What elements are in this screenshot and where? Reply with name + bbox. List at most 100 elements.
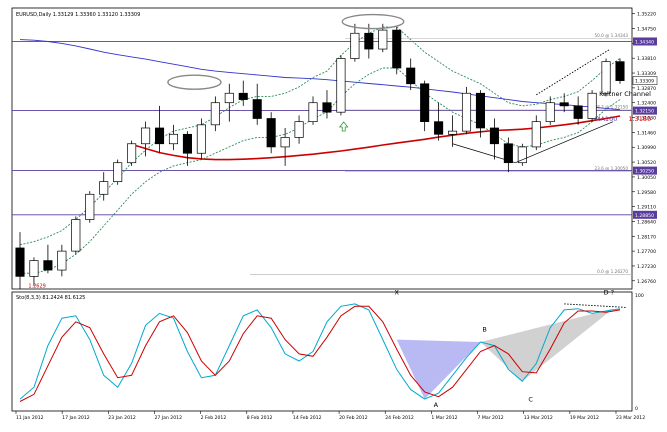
pattern-label-a: A — [434, 401, 439, 409]
candle-body — [224, 92, 234, 104]
candle — [434, 102, 444, 141]
fib-level-label: 0.0 @ 1.26270 — [597, 269, 628, 274]
candle-body — [322, 102, 332, 113]
level-price-tag — [633, 166, 657, 175]
candle-body — [29, 260, 39, 277]
y-tick-label: 1.28640 — [637, 219, 656, 225]
keltner-channel-label: Keltner Channel — [599, 90, 651, 98]
osc-y-label: 0 — [635, 406, 638, 412]
x-tick-label: 13 Mar 2012 — [524, 415, 553, 421]
candle-body — [392, 29, 402, 69]
candle-body — [601, 61, 611, 94]
y-tick-label: 1.32400 — [637, 101, 656, 107]
x-tick-label: 27 Jan 2012 — [154, 415, 182, 421]
x-tick-label: 19 Mar 2012 — [570, 415, 599, 421]
pattern-label-c: C — [528, 395, 533, 403]
xab-pattern-fill — [396, 339, 481, 400]
y-tick-label: 1.30050 — [637, 175, 656, 181]
candle — [252, 83, 262, 125]
y-tick-label: 1.29580 — [637, 190, 656, 196]
keltner-band-line — [20, 67, 621, 274]
level-price-label: 1.32150 — [635, 109, 654, 115]
wedge-line — [452, 143, 516, 164]
osc-y-label: 100 — [635, 293, 644, 299]
y-tick-label: 1.30520 — [637, 160, 656, 166]
candle — [71, 216, 81, 255]
y-tick-label: 1.31930 — [637, 116, 656, 122]
trend-line-dotted — [536, 48, 611, 96]
current-price-tag — [632, 76, 658, 85]
candle — [364, 23, 374, 59]
candle-body — [141, 127, 151, 145]
x-tick-label: 23 Jan 2012 — [108, 415, 136, 421]
candle-body — [210, 102, 220, 126]
candle-body — [531, 121, 541, 148]
ma100-value-label: 1.3180 — [628, 115, 651, 123]
candle-body — [294, 121, 304, 138]
ma100-label: MA100 — [595, 115, 617, 123]
candle-body — [434, 121, 444, 135]
candle-body — [196, 124, 206, 154]
candle-body — [489, 127, 499, 145]
slow-ma-line — [19, 39, 621, 111]
y-tick-label: 1.35220 — [637, 12, 656, 18]
candle-body — [252, 99, 262, 119]
up-arrow-icon — [338, 121, 349, 132]
y-tick-label: 1.29110 — [637, 205, 656, 211]
osc-dotted-line — [564, 303, 628, 308]
level-price-label: 1.34340 — [635, 39, 654, 45]
candle — [503, 137, 513, 173]
candle-body — [503, 143, 513, 164]
candle-body — [71, 219, 81, 252]
candle — [43, 244, 53, 274]
fib-level-label: 50.0 @ 1.34343 — [595, 33, 629, 38]
candle-body — [378, 29, 388, 50]
x-tick-label: 14 Feb 2012 — [293, 415, 322, 421]
level-price-label: 1.28850 — [635, 213, 654, 219]
candle — [336, 55, 346, 116]
low-price-label: 1.2629 — [28, 283, 46, 289]
current-price-label: 1.33309 — [635, 79, 654, 85]
x-tick-label: 23 Mar 2012 — [616, 415, 645, 421]
level-price-tag — [633, 37, 657, 46]
candle — [266, 112, 276, 154]
x-tick-label: 11 Jan 2012 — [16, 415, 44, 421]
candle — [448, 115, 458, 147]
stochastic-main-line — [19, 303, 621, 400]
candle — [15, 232, 25, 289]
candle — [615, 58, 625, 84]
candle — [406, 58, 416, 91]
x-tick-label: 17 Jan 2012 — [62, 415, 90, 421]
x-tick-label: 2 Feb 2012 — [201, 415, 227, 421]
fib-level-label: 23.6 @ 1.30050 — [595, 166, 629, 171]
candle-body — [336, 58, 346, 113]
wedge-line — [515, 121, 614, 164]
candle — [196, 118, 206, 160]
x-tick-label: 1 Mar 2012 — [431, 415, 457, 421]
candle-body — [113, 162, 123, 183]
pattern-label-b: B — [482, 325, 486, 333]
candle — [127, 140, 137, 166]
candle — [420, 80, 430, 132]
candle — [475, 90, 486, 138]
candle — [350, 23, 360, 62]
candle — [559, 93, 569, 113]
candle — [531, 115, 541, 151]
y-tick-label: 1.32870 — [637, 86, 656, 92]
candle — [99, 172, 109, 201]
candle — [113, 159, 123, 185]
x-tick-label: 8 Feb 2012 — [247, 415, 273, 421]
candle — [57, 244, 67, 277]
price-panel-frame — [11, 7, 633, 290]
candle — [154, 105, 165, 154]
candle — [573, 96, 583, 125]
candle — [587, 90, 597, 122]
candle — [210, 96, 220, 132]
candle-body — [461, 92, 472, 132]
candle-body — [364, 32, 374, 50]
candle-body — [448, 130, 458, 135]
y-tick-label: 1.27230 — [637, 264, 656, 270]
candle-body — [573, 105, 583, 119]
